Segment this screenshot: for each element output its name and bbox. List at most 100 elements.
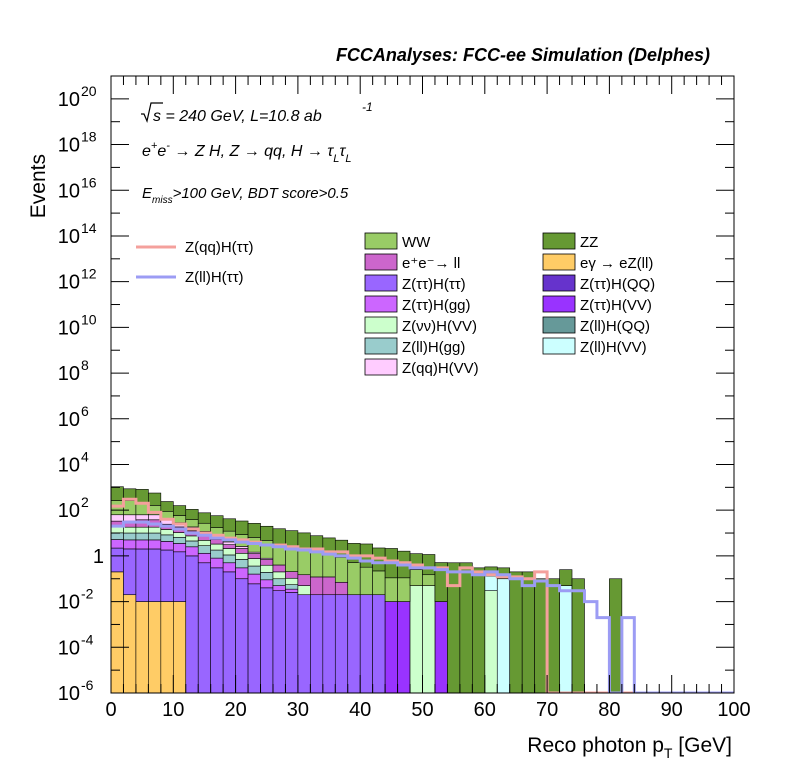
annotation-process: e+e- → Z H, Z → qq, H → τLτL bbox=[142, 140, 352, 165]
bar bbox=[247, 553, 261, 559]
bar bbox=[111, 532, 124, 540]
bar bbox=[609, 578, 623, 693]
bar bbox=[111, 539, 124, 549]
bar bbox=[111, 514, 124, 522]
bar bbox=[297, 532, 311, 549]
bar bbox=[210, 543, 224, 551]
bar bbox=[310, 550, 324, 578]
bar bbox=[160, 541, 174, 551]
bar bbox=[459, 562, 473, 693]
bar bbox=[285, 588, 299, 593]
y-tick-label: 10 bbox=[58, 226, 80, 248]
bar bbox=[148, 514, 162, 521]
signal-line-1 bbox=[111, 520, 734, 693]
bar bbox=[123, 514, 137, 522]
legend-label: Z(qq)H(VV) bbox=[402, 360, 479, 377]
x-tick-label: 70 bbox=[536, 699, 558, 721]
bar bbox=[260, 579, 274, 589]
legend-label: Z(νν)H(VV) bbox=[402, 318, 477, 335]
y-tick-exponent: -6 bbox=[81, 677, 94, 693]
legend-swatch bbox=[542, 316, 576, 334]
bar bbox=[247, 523, 261, 538]
y-tick-exponent: 8 bbox=[81, 357, 89, 373]
bar bbox=[135, 548, 149, 602]
bar bbox=[123, 500, 137, 516]
legend-swatch bbox=[364, 232, 398, 250]
bar bbox=[135, 514, 149, 521]
bar bbox=[322, 554, 336, 578]
bar bbox=[272, 578, 286, 586]
signal-curves bbox=[111, 497, 734, 693]
annotation-selection: Emiss>100 GeV, BDT score>0.5 bbox=[142, 185, 349, 206]
bar bbox=[484, 575, 498, 591]
y-tick-label: 10 bbox=[58, 409, 80, 431]
bar bbox=[347, 562, 361, 596]
bar bbox=[347, 594, 361, 693]
bar bbox=[359, 566, 373, 596]
legend-label: Z(ll)H(QQ) bbox=[580, 318, 650, 335]
bar bbox=[322, 594, 336, 693]
bar bbox=[111, 547, 124, 573]
bar bbox=[222, 562, 236, 573]
bar bbox=[135, 489, 149, 503]
bar bbox=[185, 555, 199, 693]
bar bbox=[197, 545, 211, 554]
bar bbox=[247, 573, 261, 585]
bar bbox=[484, 590, 498, 693]
x-tick-label: 80 bbox=[598, 699, 620, 721]
legend-swatch bbox=[542, 232, 576, 250]
y-tick-exponent: 12 bbox=[81, 266, 97, 282]
bar bbox=[222, 544, 236, 549]
bar bbox=[210, 567, 224, 693]
bar bbox=[173, 536, 187, 544]
series-3 bbox=[111, 539, 299, 593]
bar bbox=[135, 532, 149, 541]
bar bbox=[160, 529, 174, 536]
bar bbox=[272, 590, 286, 693]
y-tick-label: 10 bbox=[58, 272, 80, 294]
bar bbox=[173, 505, 187, 516]
bar bbox=[160, 601, 174, 693]
y-tick-exponent: 6 bbox=[81, 403, 89, 419]
bar bbox=[185, 519, 199, 528]
bar bbox=[148, 548, 162, 602]
y-tick-exponent: 18 bbox=[81, 129, 97, 145]
bar bbox=[111, 571, 124, 693]
legend-swatch bbox=[364, 274, 398, 292]
bar bbox=[197, 562, 211, 693]
bar bbox=[422, 585, 436, 693]
bar bbox=[571, 578, 585, 693]
bar bbox=[173, 532, 187, 538]
legend-swatch bbox=[542, 295, 576, 313]
bar bbox=[222, 541, 236, 545]
legend-label: Z(ττ)H(VV) bbox=[580, 297, 652, 314]
bar bbox=[334, 556, 349, 583]
bar bbox=[260, 559, 274, 566]
y-tick-label: 1 bbox=[93, 546, 104, 568]
legend-label: eγ → eZ(ll) bbox=[580, 255, 653, 272]
x-tick-label: 100 bbox=[717, 699, 750, 721]
y-tick-exponent: 10 bbox=[81, 311, 97, 327]
bar bbox=[384, 577, 398, 602]
y-tick-label: 10 bbox=[58, 135, 80, 157]
bar bbox=[235, 567, 249, 580]
y-tick-label: 10 bbox=[58, 592, 80, 614]
bar bbox=[310, 594, 324, 693]
bar bbox=[521, 571, 535, 693]
bar bbox=[272, 571, 286, 580]
bar bbox=[210, 539, 224, 545]
x-tick-label: 50 bbox=[411, 699, 433, 721]
bar bbox=[247, 583, 261, 693]
legend-swatch bbox=[364, 337, 398, 355]
bar bbox=[472, 567, 486, 693]
y-tick-label: 10 bbox=[58, 637, 80, 659]
x-tick-label: 40 bbox=[349, 699, 371, 721]
series-5 bbox=[111, 526, 498, 693]
axis-ticks bbox=[110, 75, 735, 694]
bar bbox=[160, 501, 174, 512]
y-tick-label: 10 bbox=[58, 89, 80, 111]
legend-label: Z(qq)H(ττ) bbox=[185, 239, 254, 256]
bar bbox=[272, 585, 286, 591]
bar bbox=[310, 576, 324, 596]
